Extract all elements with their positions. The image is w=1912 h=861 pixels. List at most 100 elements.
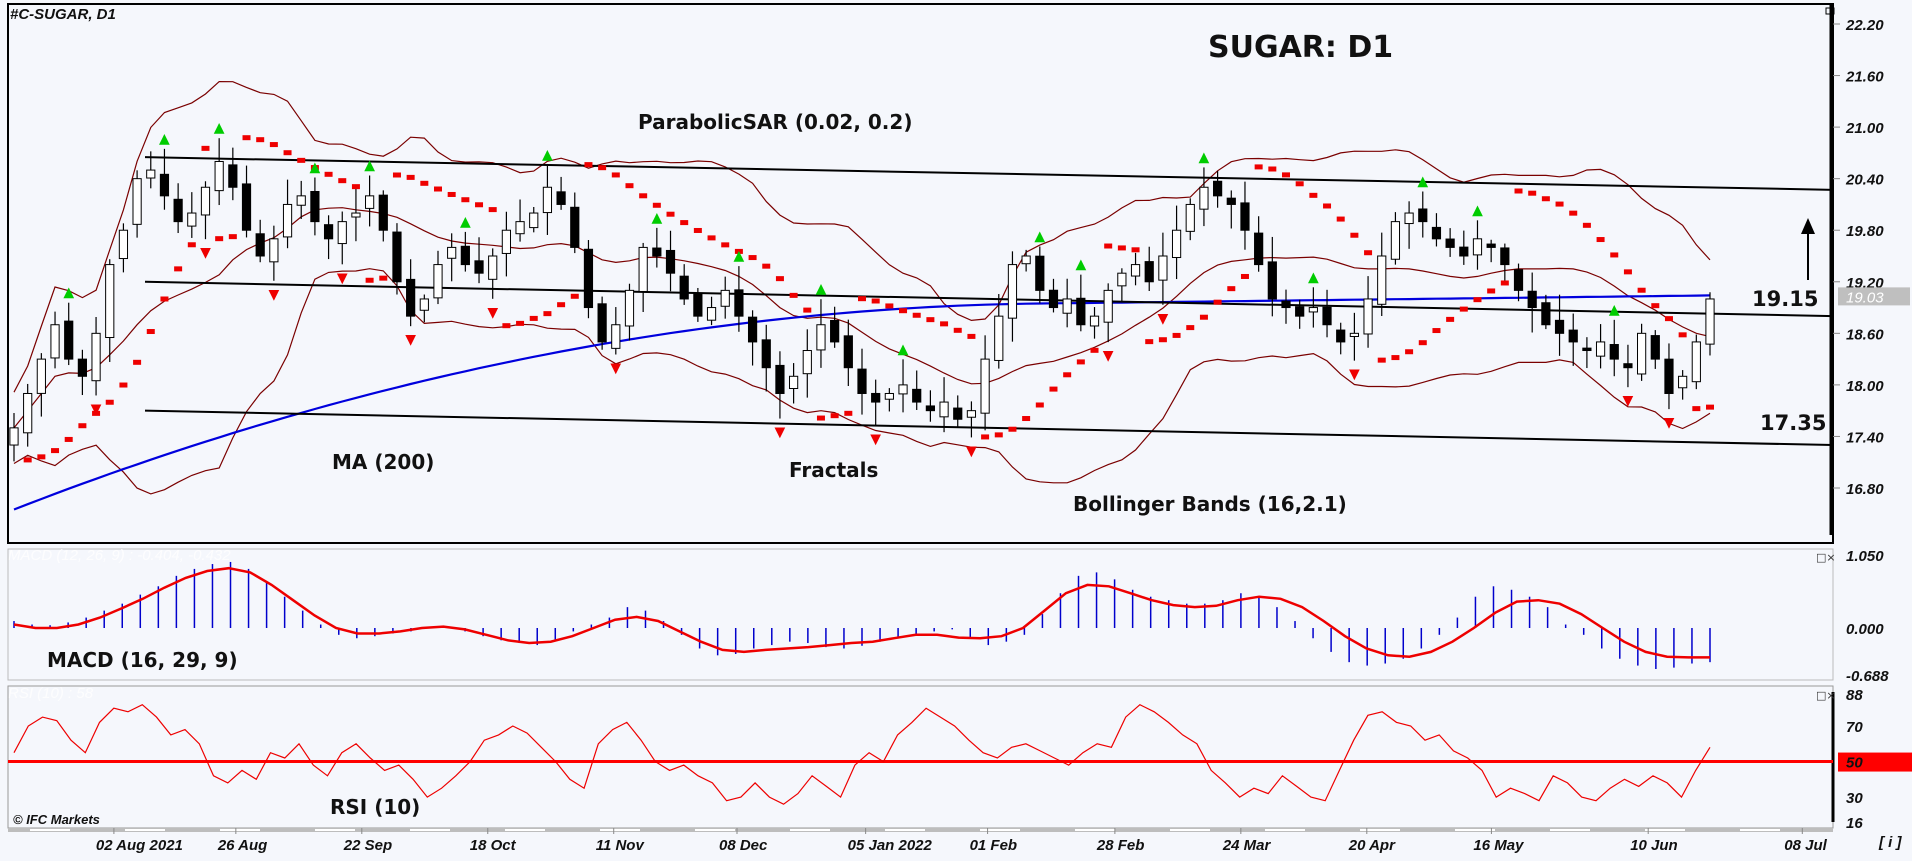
- maximize-icon[interactable]: [1825, 7, 1835, 15]
- candle[interactable]: [64, 302, 74, 366]
- candle[interactable]: [36, 353, 46, 417]
- candle[interactable]: [1254, 216, 1264, 272]
- candle[interactable]: [173, 183, 183, 234]
- candle[interactable]: [1595, 324, 1606, 369]
- candle[interactable]: [912, 370, 922, 410]
- candle[interactable]: [1650, 330, 1660, 369]
- candle[interactable]: [1267, 236, 1277, 317]
- candle[interactable]: [1691, 334, 1701, 390]
- candle[interactable]: [1554, 294, 1565, 356]
- candle[interactable]: [9, 413, 19, 462]
- candle[interactable]: [310, 177, 320, 236]
- candle[interactable]: [720, 276, 730, 319]
- candle[interactable]: [1089, 307, 1100, 339]
- candle[interactable]: [474, 237, 484, 284]
- candle[interactable]: [624, 283, 635, 341]
- candle[interactable]: [747, 310, 758, 366]
- candle[interactable]: [871, 379, 881, 426]
- candle[interactable]: [1295, 299, 1305, 329]
- candle[interactable]: [447, 233, 457, 282]
- candle[interactable]: [1349, 312, 1359, 361]
- info-button[interactable]: [ i ]: [1879, 834, 1902, 851]
- candle[interactable]: [775, 351, 785, 419]
- candle[interactable]: [406, 259, 416, 327]
- candle[interactable]: [1336, 322, 1346, 355]
- candle[interactable]: [953, 395, 963, 428]
- candle[interactable]: [761, 324, 771, 392]
- candle[interactable]: [187, 192, 197, 238]
- candle[interactable]: [433, 250, 443, 305]
- candle[interactable]: [1390, 212, 1401, 265]
- candle[interactable]: [1171, 205, 1182, 280]
- candle[interactable]: [1459, 230, 1469, 265]
- candle[interactable]: [1513, 263, 1524, 302]
- candle[interactable]: [1062, 278, 1072, 328]
- candle[interactable]: [652, 227, 662, 268]
- candle[interactable]: [200, 181, 211, 240]
- candle[interactable]: [1199, 167, 1209, 227]
- candle[interactable]: [1404, 201, 1414, 249]
- candle[interactable]: [214, 138, 224, 206]
- candle[interactable]: [105, 259, 115, 362]
- candle[interactable]: [146, 151, 156, 189]
- candle[interactable]: [1117, 268, 1127, 302]
- candle[interactable]: [1076, 274, 1086, 332]
- candle[interactable]: [228, 147, 238, 201]
- candle[interactable]: [1418, 191, 1428, 238]
- candle[interactable]: [1144, 246, 1154, 292]
- candle[interactable]: [1609, 319, 1619, 377]
- candle[interactable]: [1678, 370, 1688, 400]
- candle[interactable]: [583, 240, 594, 319]
- candle[interactable]: [323, 215, 334, 260]
- candle[interactable]: [734, 266, 744, 332]
- candle[interactable]: [1363, 276, 1373, 348]
- candle[interactable]: [91, 316, 101, 396]
- candle[interactable]: [23, 383, 33, 447]
- candle[interactable]: [980, 335, 990, 431]
- candle[interactable]: [611, 307, 621, 355]
- candle[interactable]: [1322, 289, 1332, 338]
- candle[interactable]: [1021, 249, 1031, 272]
- candle[interactable]: [1472, 220, 1483, 270]
- candle[interactable]: [1705, 292, 1715, 356]
- candle[interactable]: [1486, 239, 1496, 263]
- candle[interactable]: [789, 363, 799, 404]
- candle[interactable]: [556, 176, 566, 210]
- candle[interactable]: [296, 180, 306, 219]
- candle[interactable]: [1664, 343, 1674, 410]
- candle[interactable]: [1185, 198, 1195, 241]
- candle[interactable]: [816, 299, 826, 368]
- candle[interactable]: [843, 319, 853, 387]
- candle[interactable]: [1103, 283, 1113, 343]
- candle[interactable]: [939, 377, 949, 433]
- candle[interactable]: [1213, 171, 1223, 208]
- candle[interactable]: [378, 190, 388, 242]
- candle[interactable]: [1281, 289, 1291, 324]
- candle[interactable]: [570, 192, 580, 254]
- candle[interactable]: [542, 165, 553, 235]
- candle[interactable]: [1568, 313, 1578, 366]
- candle[interactable]: [665, 230, 676, 292]
- candle[interactable]: [337, 211, 347, 265]
- candle[interactable]: [857, 348, 867, 415]
- candle[interactable]: [1445, 228, 1455, 257]
- candle[interactable]: [501, 211, 511, 277]
- candle[interactable]: [1637, 323, 1647, 381]
- candle[interactable]: [693, 287, 703, 322]
- candle[interactable]: [365, 175, 375, 227]
- candle[interactable]: [351, 187, 361, 242]
- candle[interactable]: [830, 306, 840, 348]
- macd-panel[interactable]: □×: [7, 548, 1836, 681]
- candle[interactable]: [255, 219, 265, 263]
- candle[interactable]: [1527, 272, 1537, 333]
- candle[interactable]: [1500, 243, 1510, 283]
- candle[interactable]: [1158, 232, 1168, 305]
- candle[interactable]: [282, 179, 293, 249]
- candle[interactable]: [460, 231, 470, 272]
- candle[interactable]: [77, 349, 87, 396]
- candle[interactable]: [1240, 181, 1250, 250]
- price-panel[interactable]: ▲ ▼ ▲ ▼ ▲ ▼ ▲ ▼ ▲ ▼ ▲ ▼ ▲ ▼ ▲ ▲ ▼ ▲ ▼ ▲ ▼ ▲ ▲ ▼ ▼ ▲ ▲ ▼ ▲ ▲ ▲ ▼ ▼: [7, 3, 1835, 544]
- candle[interactable]: [1035, 246, 1045, 304]
- candle[interactable]: [132, 170, 142, 238]
- candle[interactable]: [994, 294, 1004, 369]
